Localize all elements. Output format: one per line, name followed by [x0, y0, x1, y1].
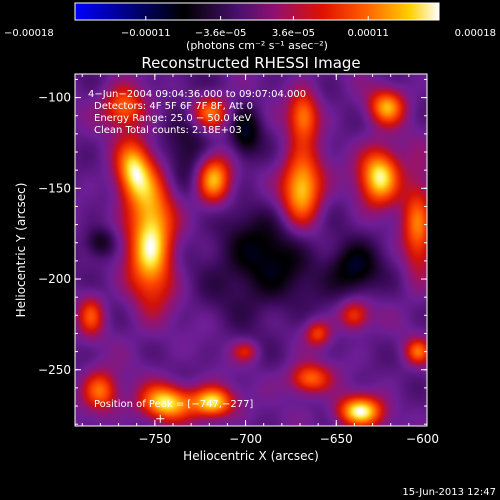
- x-tick-label: −600: [406, 432, 439, 446]
- colorbar-tick-label: −0.00018: [4, 28, 54, 39]
- colorbar: [74, 2, 440, 21]
- colorbar-units-label: (photons cm⁻² s⁻¹ asec⁻²): [186, 39, 328, 52]
- x-tick-label: −650: [320, 432, 353, 446]
- colorbar-tick-label: −0.00011: [121, 28, 171, 39]
- plot-frame: [74, 73, 428, 427]
- annotation-detectors: Detectors: 4F 5F 6F 7F 8F, Att 0: [94, 101, 253, 112]
- x-tick-label: −700: [229, 432, 262, 446]
- y-axis-ticks: −100 −150 −200 −250: [38, 78, 427, 425]
- y-tick-label: −100: [38, 91, 71, 105]
- annotation-clean: Clean Total counts: 2.18E+03: [94, 125, 242, 136]
- colorbar-ticks: −0.00018 −0.00011 −3.6e−05 3.6e−05 0.00011 0.…: [4, 16, 496, 39]
- heatmap-image: [75, 74, 427, 426]
- x-tick-label: −750: [138, 432, 171, 446]
- annotation-time: 4−Jun−2004 09:04:36.000 to 09:07:04.000: [88, 89, 306, 100]
- colorbar-tick-label: 0.00011: [348, 28, 389, 39]
- colorbar-tick-label: 0.00018: [455, 28, 496, 39]
- chart-title: Reconstructed RHESSI Image: [141, 54, 360, 72]
- annotation-energy: Energy Range: 25.0 − 50.0 keV: [94, 113, 251, 124]
- x-axis-ticks: −750 −700 −650 −600: [81, 74, 439, 446]
- y-tick-label: −150: [38, 181, 71, 195]
- y-axis-label: Heliocentric Y (arcsec): [14, 183, 28, 318]
- x-axis-label: Heliocentric X (arcsec): [183, 449, 319, 463]
- colorbar-tick-label: −3.6e−05: [195, 28, 247, 39]
- colorbar-tick-label: 3.6e−05: [272, 28, 315, 39]
- y-tick-label: −200: [38, 272, 71, 286]
- y-tick-label: −250: [38, 363, 71, 377]
- timestamp: 15-Jun-2013 12:47: [402, 487, 496, 498]
- annotation-peak: Position of Peak = [−747,−277]: [94, 399, 253, 410]
